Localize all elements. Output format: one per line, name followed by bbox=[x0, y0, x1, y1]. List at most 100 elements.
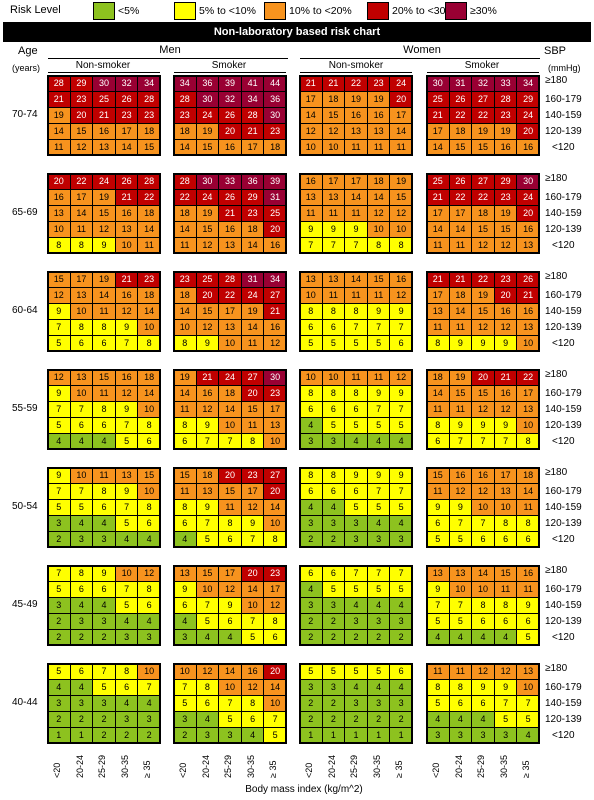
risk-cell: 11 bbox=[344, 205, 368, 222]
risk-cell: 13 bbox=[173, 565, 197, 582]
risk-cell: 11 bbox=[240, 335, 265, 352]
risk-cell: 5 bbox=[299, 335, 323, 352]
bmi-tick-label: 30-35 bbox=[498, 754, 509, 778]
risk-cell: 15 bbox=[47, 271, 71, 288]
risk-cell: 17 bbox=[240, 483, 265, 500]
risk-cell: 6 bbox=[69, 663, 94, 680]
risk-cell: 29 bbox=[240, 189, 265, 206]
risk-cell: 8 bbox=[92, 401, 116, 418]
risk-cell: 6 bbox=[448, 695, 473, 712]
risk-cell: 2 bbox=[366, 711, 391, 728]
risk-cell: 8 bbox=[344, 303, 368, 320]
risk-cell: 18 bbox=[263, 139, 287, 156]
risk-cell: 16 bbox=[114, 369, 139, 386]
bmi-tick-label: 20-24 bbox=[326, 754, 337, 778]
risk-cell: 16 bbox=[195, 385, 220, 402]
women-header: Women bbox=[403, 44, 441, 56]
women-smoker-rule bbox=[427, 72, 539, 73]
risk-cell: 13 bbox=[321, 189, 346, 206]
risk-cell: 21 bbox=[321, 75, 346, 92]
risk-cell: 25 bbox=[426, 173, 450, 190]
legend-swatch-10to20 bbox=[264, 2, 286, 20]
risk-cell: 27 bbox=[263, 287, 287, 304]
risk-cell: 3 bbox=[344, 515, 368, 532]
risk-cell: 8 bbox=[426, 417, 450, 434]
risk-cell: 21 bbox=[426, 271, 450, 288]
risk-cell: 14 bbox=[47, 123, 71, 140]
risk-cell: 16 bbox=[366, 107, 391, 124]
sbp-label: 120-139 bbox=[545, 224, 582, 235]
risk-cell: 8 bbox=[321, 303, 346, 320]
risk-cell: 12 bbox=[92, 221, 116, 238]
risk-cell: 17 bbox=[389, 107, 413, 124]
risk-cell: 3 bbox=[137, 629, 161, 646]
risk-cell: 3 bbox=[114, 629, 139, 646]
risk-cell: 12 bbox=[114, 303, 139, 320]
sbp-label: 160-179 bbox=[545, 584, 582, 595]
risk-cell: 12 bbox=[321, 123, 346, 140]
risk-cell: 17 bbox=[493, 467, 518, 484]
risk-cell: 3 bbox=[92, 695, 116, 712]
risk-cell: 34 bbox=[516, 75, 540, 92]
risk-cell: 5 bbox=[493, 711, 518, 728]
risk-cell: 7 bbox=[47, 565, 71, 582]
risk-cell: 15 bbox=[471, 139, 495, 156]
sbp-label: 120-139 bbox=[545, 420, 582, 431]
age-group-label: 65-69 bbox=[12, 207, 38, 218]
risk-cell: 9 bbox=[195, 417, 220, 434]
risk-cell: 8 bbox=[137, 581, 161, 598]
risk-cell: 13 bbox=[69, 287, 94, 304]
risk-cell: 28 bbox=[137, 91, 161, 108]
risk-cell: 15 bbox=[92, 205, 116, 222]
risk-cell: 2 bbox=[299, 711, 323, 728]
risk-cell: 24 bbox=[389, 75, 413, 92]
risk-cell: 6 bbox=[218, 613, 242, 630]
legend-label-5to10: 5% to <10% bbox=[199, 5, 256, 17]
risk-cell: 7 bbox=[47, 319, 71, 336]
bmi-tick-label: 25-29 bbox=[97, 754, 108, 778]
risk-cell: 15 bbox=[321, 107, 346, 124]
risk-cell: 14 bbox=[426, 221, 450, 238]
risk-cell: 9 bbox=[493, 335, 518, 352]
risk-cell: 8 bbox=[263, 613, 287, 630]
risk-cell: 4 bbox=[92, 597, 116, 614]
risk-cell: 9 bbox=[426, 499, 450, 516]
risk-cell: 4 bbox=[366, 515, 391, 532]
risk-cell: 12 bbox=[471, 663, 495, 680]
risk-cell: 18 bbox=[516, 467, 540, 484]
risk-cell: 18 bbox=[321, 91, 346, 108]
sbp-label: 120-139 bbox=[545, 616, 582, 627]
risk-cell: 14 bbox=[366, 189, 391, 206]
risk-cell: 4 bbox=[173, 531, 197, 548]
bmi-tick-label: <20 bbox=[178, 762, 188, 778]
risk-cell: 5 bbox=[321, 581, 346, 598]
risk-cell: 16 bbox=[516, 221, 540, 238]
risk-cell: 8 bbox=[516, 433, 540, 450]
risk-cell: 2 bbox=[321, 613, 346, 630]
risk-cell: 8 bbox=[69, 565, 94, 582]
risk-cell: 17 bbox=[344, 173, 368, 190]
risk-cell: 16 bbox=[240, 663, 265, 680]
risk-cell: 17 bbox=[321, 173, 346, 190]
risk-cell: 4 bbox=[344, 679, 368, 696]
risk-cell: 17 bbox=[263, 401, 287, 418]
risk-cell: 14 bbox=[137, 303, 161, 320]
risk-cell: 30 bbox=[92, 75, 116, 92]
risk-cell: 15 bbox=[218, 483, 242, 500]
risk-cell: 4 bbox=[299, 499, 323, 516]
risk-cell: 4 bbox=[471, 711, 495, 728]
risk-cell: 3 bbox=[69, 531, 94, 548]
risk-cell: 7 bbox=[218, 433, 242, 450]
risk-cell: 17 bbox=[426, 205, 450, 222]
risk-cell: 15 bbox=[195, 565, 220, 582]
risk-cell: 6 bbox=[426, 433, 450, 450]
risk-cell: 15 bbox=[69, 123, 94, 140]
risk-cell: 7 bbox=[47, 401, 71, 418]
risk-cell: 33 bbox=[218, 173, 242, 190]
sbp-label: 140-159 bbox=[545, 502, 582, 513]
risk-cell: 5 bbox=[516, 629, 540, 646]
risk-cell: 5 bbox=[426, 695, 450, 712]
risk-cell: 17 bbox=[263, 581, 287, 598]
risk-cell: 32 bbox=[114, 75, 139, 92]
risk-cell: 19 bbox=[389, 173, 413, 190]
